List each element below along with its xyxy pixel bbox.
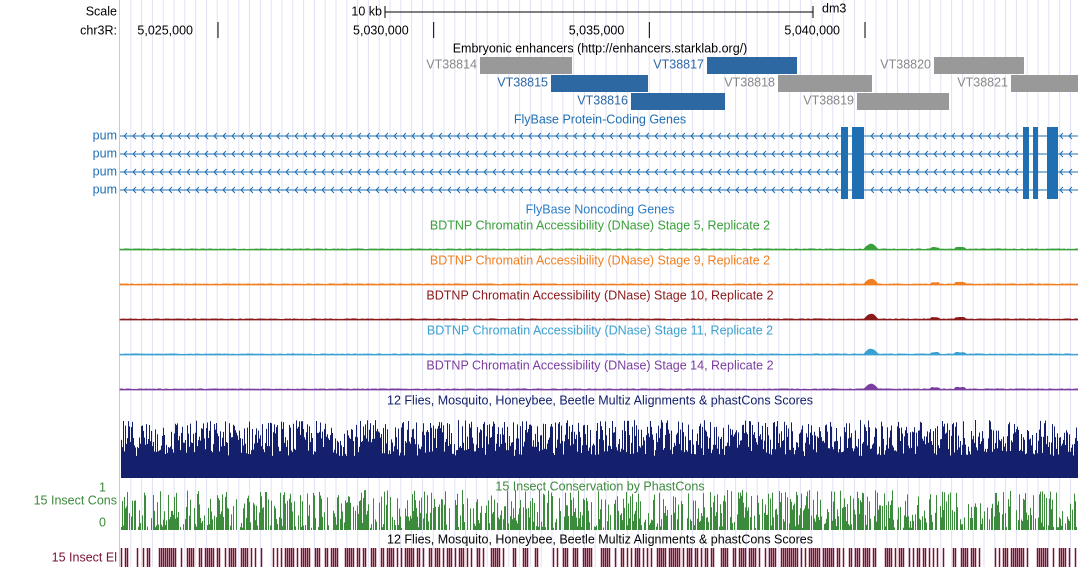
exon	[1033, 181, 1038, 199]
strand-arrows	[123, 150, 1073, 158]
track-title: BDTNP Chromatin Accessibility (DNase) St…	[426, 358, 773, 372]
enhancer	[707, 57, 797, 74]
ruler-label: 5,030,000	[353, 23, 409, 37]
enhancer-label: VT38821	[957, 75, 1008, 89]
enhancer	[480, 57, 572, 74]
gene-label: pum	[93, 182, 117, 196]
track-title: FlyBase Protein-Coding Genes	[514, 112, 686, 126]
exon	[1047, 163, 1058, 181]
track-title: BDTNP Chromatin Accessibility (DNase) St…	[430, 218, 770, 232]
track-title: 12 Flies, Mosquito, Honeybee, Beetle Mul…	[387, 393, 813, 407]
exon	[1047, 127, 1058, 145]
exon	[852, 145, 864, 163]
signal	[119, 313, 1078, 321]
axis-max: 1	[99, 480, 106, 494]
enhancer-label: VT38817	[653, 57, 704, 71]
enhancer-label: VT38815	[497, 75, 548, 89]
exon	[1033, 145, 1038, 163]
signal	[119, 278, 1078, 286]
exon	[1023, 163, 1029, 181]
track-title: 15 Insect Conservation by PhastCons	[495, 479, 704, 493]
signal	[119, 383, 1078, 391]
assembly: dm3	[822, 1, 846, 15]
exon	[1033, 127, 1038, 145]
gene-label: pum	[93, 146, 117, 160]
enhancer	[631, 93, 725, 110]
gene-label: pum	[93, 128, 117, 142]
ruler-label: 5,035,000	[569, 23, 625, 37]
track-title: FlyBase Noncoding Genes	[526, 202, 675, 216]
elements	[120, 548, 1077, 567]
ruler-label: 5,025,000	[137, 23, 193, 37]
scale-bar-label: 10 kb	[351, 4, 382, 18]
signal	[119, 348, 1078, 356]
track-title: BDTNP Chromatin Accessibility (DNase) St…	[427, 323, 773, 337]
exon	[852, 163, 864, 181]
enhancer-label: VT38816	[577, 93, 628, 107]
enhancer	[857, 93, 949, 110]
exon	[841, 163, 848, 181]
track-title: 12 Flies, Mosquito, Honeybee, Beetle Mul…	[387, 532, 813, 546]
enhancer-label: VT38820	[880, 57, 931, 71]
exon	[1033, 163, 1038, 181]
track-label: 15 Insect El	[52, 550, 117, 564]
enhancer	[551, 75, 648, 92]
exon	[1047, 181, 1058, 199]
phastcons-signal	[121, 490, 1077, 530]
gene-label: pum	[93, 164, 117, 178]
track-title: BDTNP Chromatin Accessibility (DNase) St…	[426, 288, 773, 302]
track-label: 15 Insect Cons	[34, 493, 117, 507]
exon	[841, 145, 848, 163]
strand-arrows	[123, 168, 1073, 176]
axis-min: 0	[99, 515, 106, 529]
tracks: 5,025,000 5,030,000 5,035,000 5,040,000 VT38…	[93, 22, 1078, 567]
enhancer-label: VT38818	[724, 75, 775, 89]
enhancer	[1011, 75, 1078, 92]
enhancer-label: VT38814	[426, 57, 477, 71]
exon	[841, 127, 848, 145]
scale-label: Scale	[86, 4, 117, 18]
track-title: BDTNP Chromatin Accessibility (DNase) St…	[430, 253, 770, 267]
exon	[841, 181, 848, 199]
enhancer	[778, 75, 872, 92]
enhancer-label: VT38819	[803, 93, 854, 107]
enhancer	[934, 57, 1024, 74]
ruler-label: 5,040,000	[784, 23, 840, 37]
exon	[1023, 145, 1029, 163]
exon	[1023, 127, 1029, 145]
exon	[852, 127, 864, 145]
exon	[1047, 145, 1058, 163]
strand-arrows	[123, 186, 1073, 194]
signal	[119, 243, 1078, 251]
chrom-label: chr3R:	[80, 23, 117, 37]
strand-arrows	[123, 132, 1073, 140]
exon	[1023, 181, 1029, 199]
multiz-signal	[121, 420, 1078, 478]
track-title: Embryonic enhancers (http://enhancers.st…	[453, 41, 748, 55]
exon	[852, 181, 864, 199]
